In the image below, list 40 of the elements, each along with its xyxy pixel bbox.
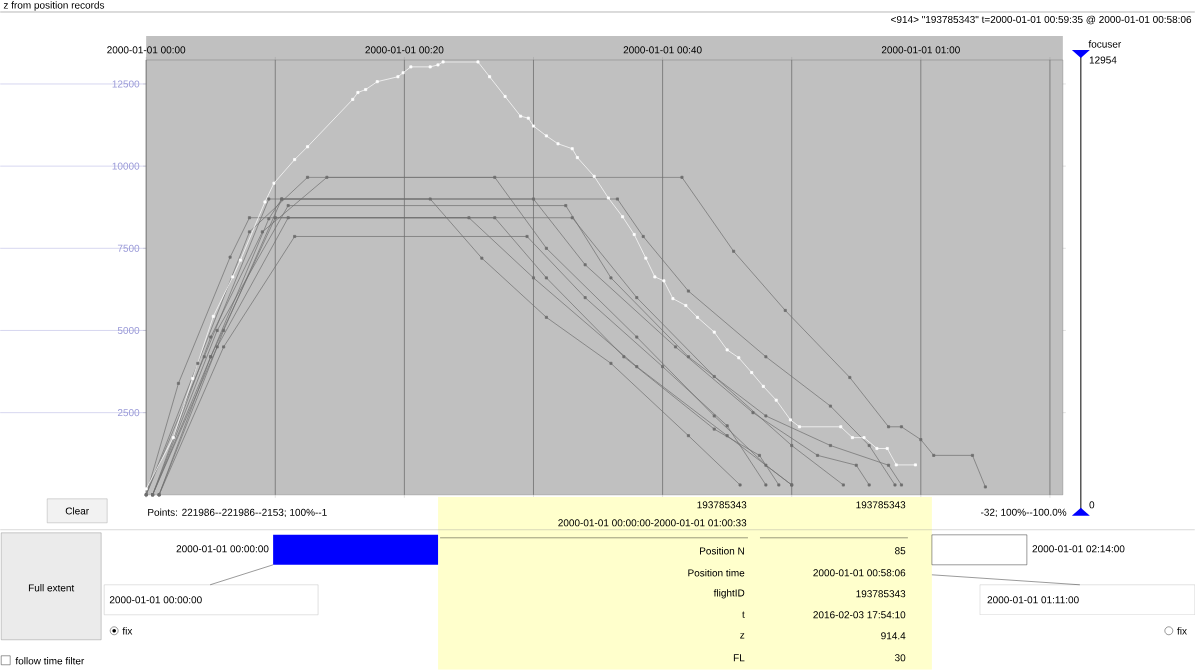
x-tick-label: 2000-01-01 00:40 — [623, 46, 702, 54]
text: 2000-01-01 00:00:00 — [176, 545, 269, 553]
text: t — [742, 611, 745, 619]
y-tick-label: 2500 — [117, 409, 140, 417]
text: 2000-01-01 01:11:00 — [987, 596, 1079, 604]
x-tick-label: 2000-01-01 00:00 — [107, 46, 186, 54]
text: 2016-02-03 17:54:10 — [813, 611, 906, 619]
y-tick-label: 5000 — [117, 327, 140, 335]
text: 2000-01-01 02:14:00 — [1032, 545, 1125, 553]
y-tick-label: 12500 — [112, 80, 140, 88]
text: 193785343 — [856, 590, 906, 598]
text: fix — [122, 627, 133, 635]
text: z from position records — [3, 1, 105, 11]
text: 2000-01-01 00:00:00-2000-01-01 01:00:33 — [558, 519, 747, 527]
y-tick-label: 7500 — [117, 244, 140, 252]
x-tick-label: 2000-01-01 00:20 — [365, 46, 444, 54]
x-tick-label: 2000-01-01 01:00 — [881, 46, 960, 54]
text: 914.4 — [881, 632, 906, 640]
text: 193785343 — [856, 501, 906, 509]
text: Points: 221986--221986--2153; 100%--1 — [148, 508, 327, 518]
text: fix — [1177, 627, 1187, 635]
text: follow time filter — [15, 657, 85, 665]
text: -32; 100%--100.0% — [980, 508, 1067, 518]
y-tick-label: 10000 — [112, 162, 140, 170]
text: Full extent — [28, 584, 75, 592]
text: 0 — [1089, 501, 1095, 509]
text: Position time — [688, 569, 745, 577]
text: 85 — [895, 547, 906, 555]
text: 12954 — [1089, 56, 1117, 64]
text: 2000-01-01 00:00:00 — [109, 596, 202, 604]
text: z — [740, 633, 745, 639]
chart-subtitle: <914> "193785343" t=2000-01-01 00:59:35 @ 2000-01-01 00:58:06 — [891, 15, 1192, 25]
text: 193785343 — [697, 501, 747, 509]
text: Position N — [700, 547, 744, 555]
text: 2000-01-01 00:58:06 — [813, 569, 906, 577]
text: 30 — [894, 654, 906, 662]
text: FL — [733, 654, 745, 662]
text: flightID — [713, 589, 745, 599]
text: Clear — [65, 507, 89, 515]
text: focuser — [1088, 40, 1122, 48]
